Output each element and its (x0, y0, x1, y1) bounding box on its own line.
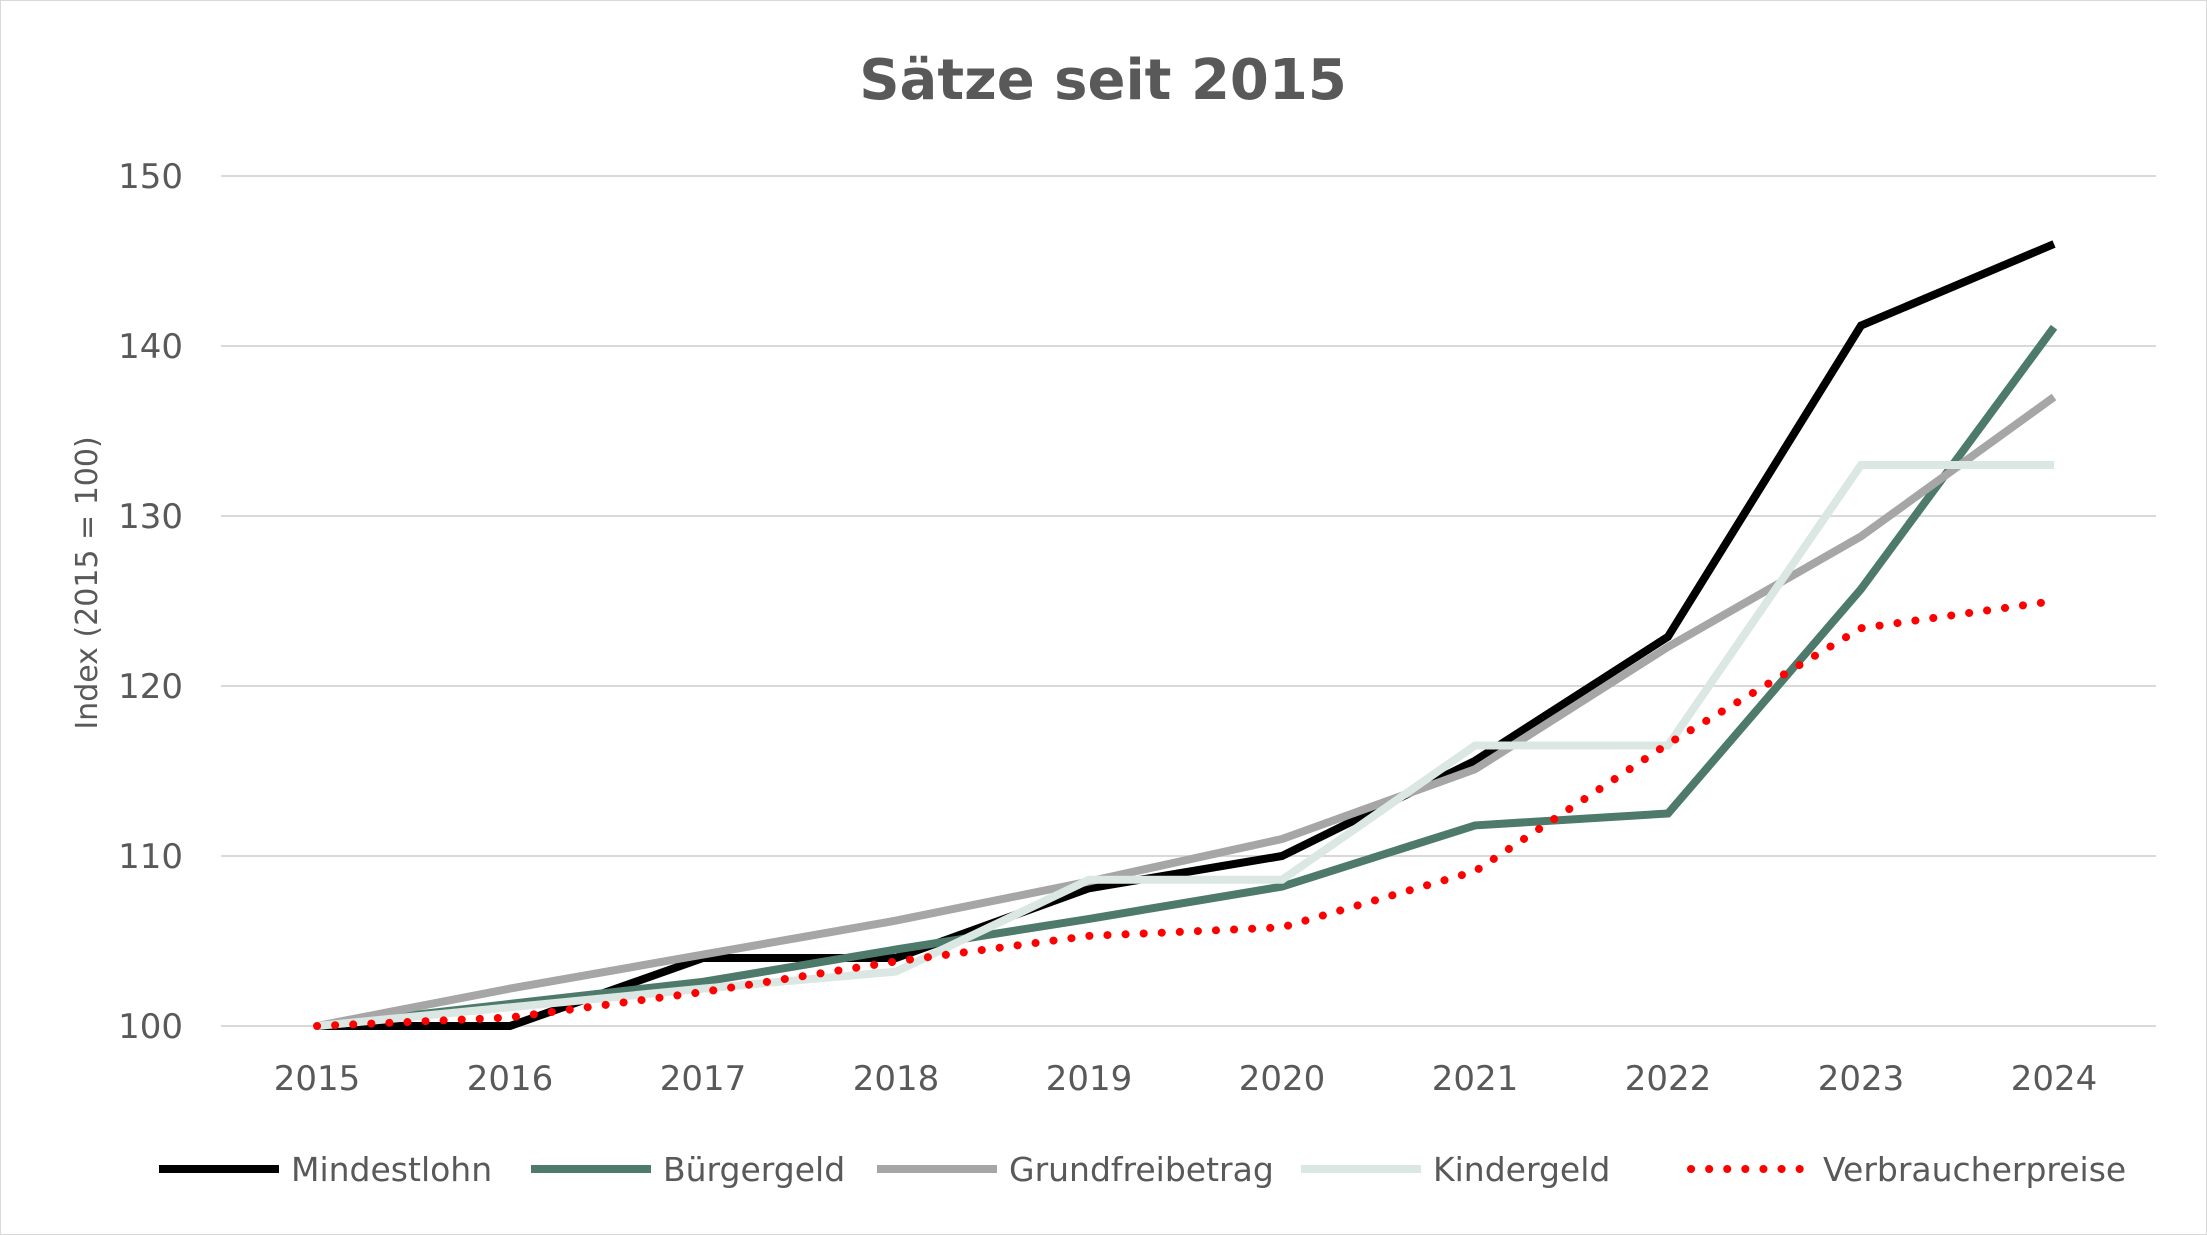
x-tick-label: 2022 (1625, 1059, 1712, 1099)
legend-label: Grundfreibetrag (1009, 1150, 1274, 1189)
x-tick-label: 2017 (660, 1059, 747, 1099)
x-tick-label: 2021 (1432, 1059, 1519, 1099)
y-tick-label: 150 (118, 157, 183, 197)
x-tick-label: 2024 (2011, 1059, 2098, 1099)
series-line-mindestlohn (317, 240, 2056, 1030)
x-tick-label: 2015 (274, 1059, 361, 1099)
x-tick-label: 2019 (1046, 1059, 1133, 1099)
x-tick-label: 2016 (467, 1059, 554, 1099)
series-line-b-rgergeld (316, 324, 2058, 1030)
chart-title: Sätze seit 2015 (859, 48, 1347, 113)
y-tick-label: 140 (118, 327, 183, 367)
x-tick-label: 2023 (1818, 1059, 1905, 1099)
y-axis-label: Index (2015 = 100) (70, 436, 105, 729)
x-axis-ticks: 2015 2016 2017 2018 2019 2020 2021 2022 2023 2024 (274, 1059, 2098, 1099)
y-axis-ticks: 100 110 120 130 140 150 (118, 157, 183, 1047)
legend-label: Verbraucherpreise (1823, 1150, 2126, 1189)
y-tick-label: 100 (118, 1007, 183, 1047)
x-tick-label: 2018 (853, 1059, 940, 1099)
series-line-kindergeld (316, 461, 2054, 1030)
series-lines (313, 240, 2058, 1030)
x-tick-label: 2020 (1239, 1059, 1326, 1099)
gridlines (221, 175, 2156, 1027)
legend: Mindestlohn Bürgergeld Grundfreibetrag Kind… (159, 1150, 2126, 1189)
legend-label: Bürgergeld (663, 1150, 845, 1189)
legend-label: Mindestlohn (291, 1150, 492, 1189)
y-tick-label: 120 (118, 667, 183, 707)
y-tick-label: 130 (118, 497, 183, 537)
series-line-verbraucherpreise (313, 597, 2058, 1030)
legend-label: Kindergeld (1433, 1150, 1610, 1189)
series-line-grundfreibetrag (316, 393, 2057, 1030)
y-tick-label: 110 (118, 837, 183, 877)
